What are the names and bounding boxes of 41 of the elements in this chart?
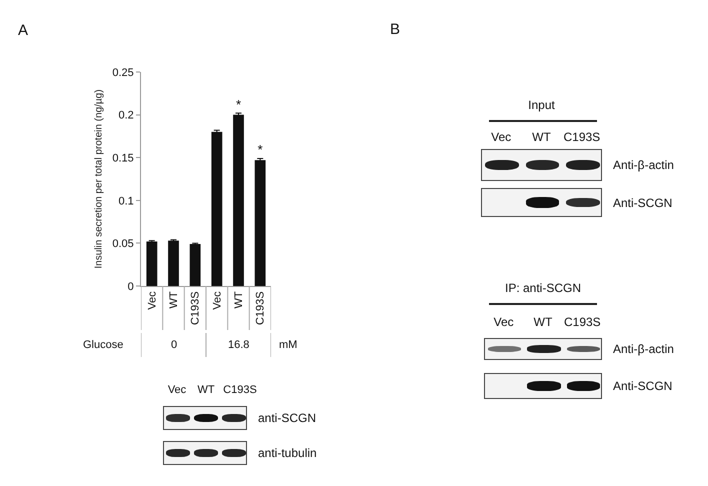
x-tick-label: C193S — [254, 291, 267, 326]
data-label: * — [236, 96, 242, 112]
text: Anti-SCGN — [613, 196, 672, 210]
text: WT — [197, 384, 215, 396]
bar — [233, 114, 244, 286]
y-tick-label: 0.1 — [118, 195, 134, 208]
text: B — [390, 20, 400, 38]
text: anti-tubulin — [258, 446, 317, 460]
text: Anti-β-actin — [613, 342, 674, 356]
data-label: * — [258, 142, 263, 158]
text: anti-SCGN — [258, 411, 316, 425]
text: WT — [532, 130, 551, 144]
y-tick-label: 0.15 — [112, 152, 134, 164]
bar — [190, 244, 201, 286]
bar — [168, 240, 179, 286]
x-tick-label: WT — [168, 291, 180, 309]
y-tick-label: 0.2 — [118, 110, 134, 122]
bar — [146, 241, 158, 286]
text: 0 — [171, 339, 178, 351]
y-tick-label: 0.25 — [112, 66, 134, 79]
text: Input — [528, 98, 555, 112]
bar — [211, 132, 222, 286]
x-tick-label: C193S — [190, 291, 202, 326]
y-tick-label: 0.05 — [112, 238, 134, 250]
x-tick-label: WT — [233, 291, 246, 309]
bar — [254, 160, 266, 286]
text: Vec — [491, 130, 512, 144]
text: IP: anti-SCGN — [504, 281, 582, 295]
y-axis-title: Insulin secretion per total protein (ng/µg) — [93, 89, 104, 269]
text: C193S — [563, 130, 600, 144]
text: 16.8 — [228, 339, 250, 351]
y-tick-label: 0 — [128, 280, 134, 293]
text: mM — [279, 339, 298, 351]
text: Anti-β-actin — [613, 158, 674, 172]
text: Glucose — [83, 339, 124, 351]
text: C193S — [223, 384, 257, 396]
text: A — [18, 22, 28, 39]
text: Vec — [168, 384, 186, 396]
x-tick-label: Vec — [211, 290, 224, 310]
text: Anti-SCGN — [613, 379, 672, 393]
x-tick-label: Vec — [146, 290, 158, 310]
